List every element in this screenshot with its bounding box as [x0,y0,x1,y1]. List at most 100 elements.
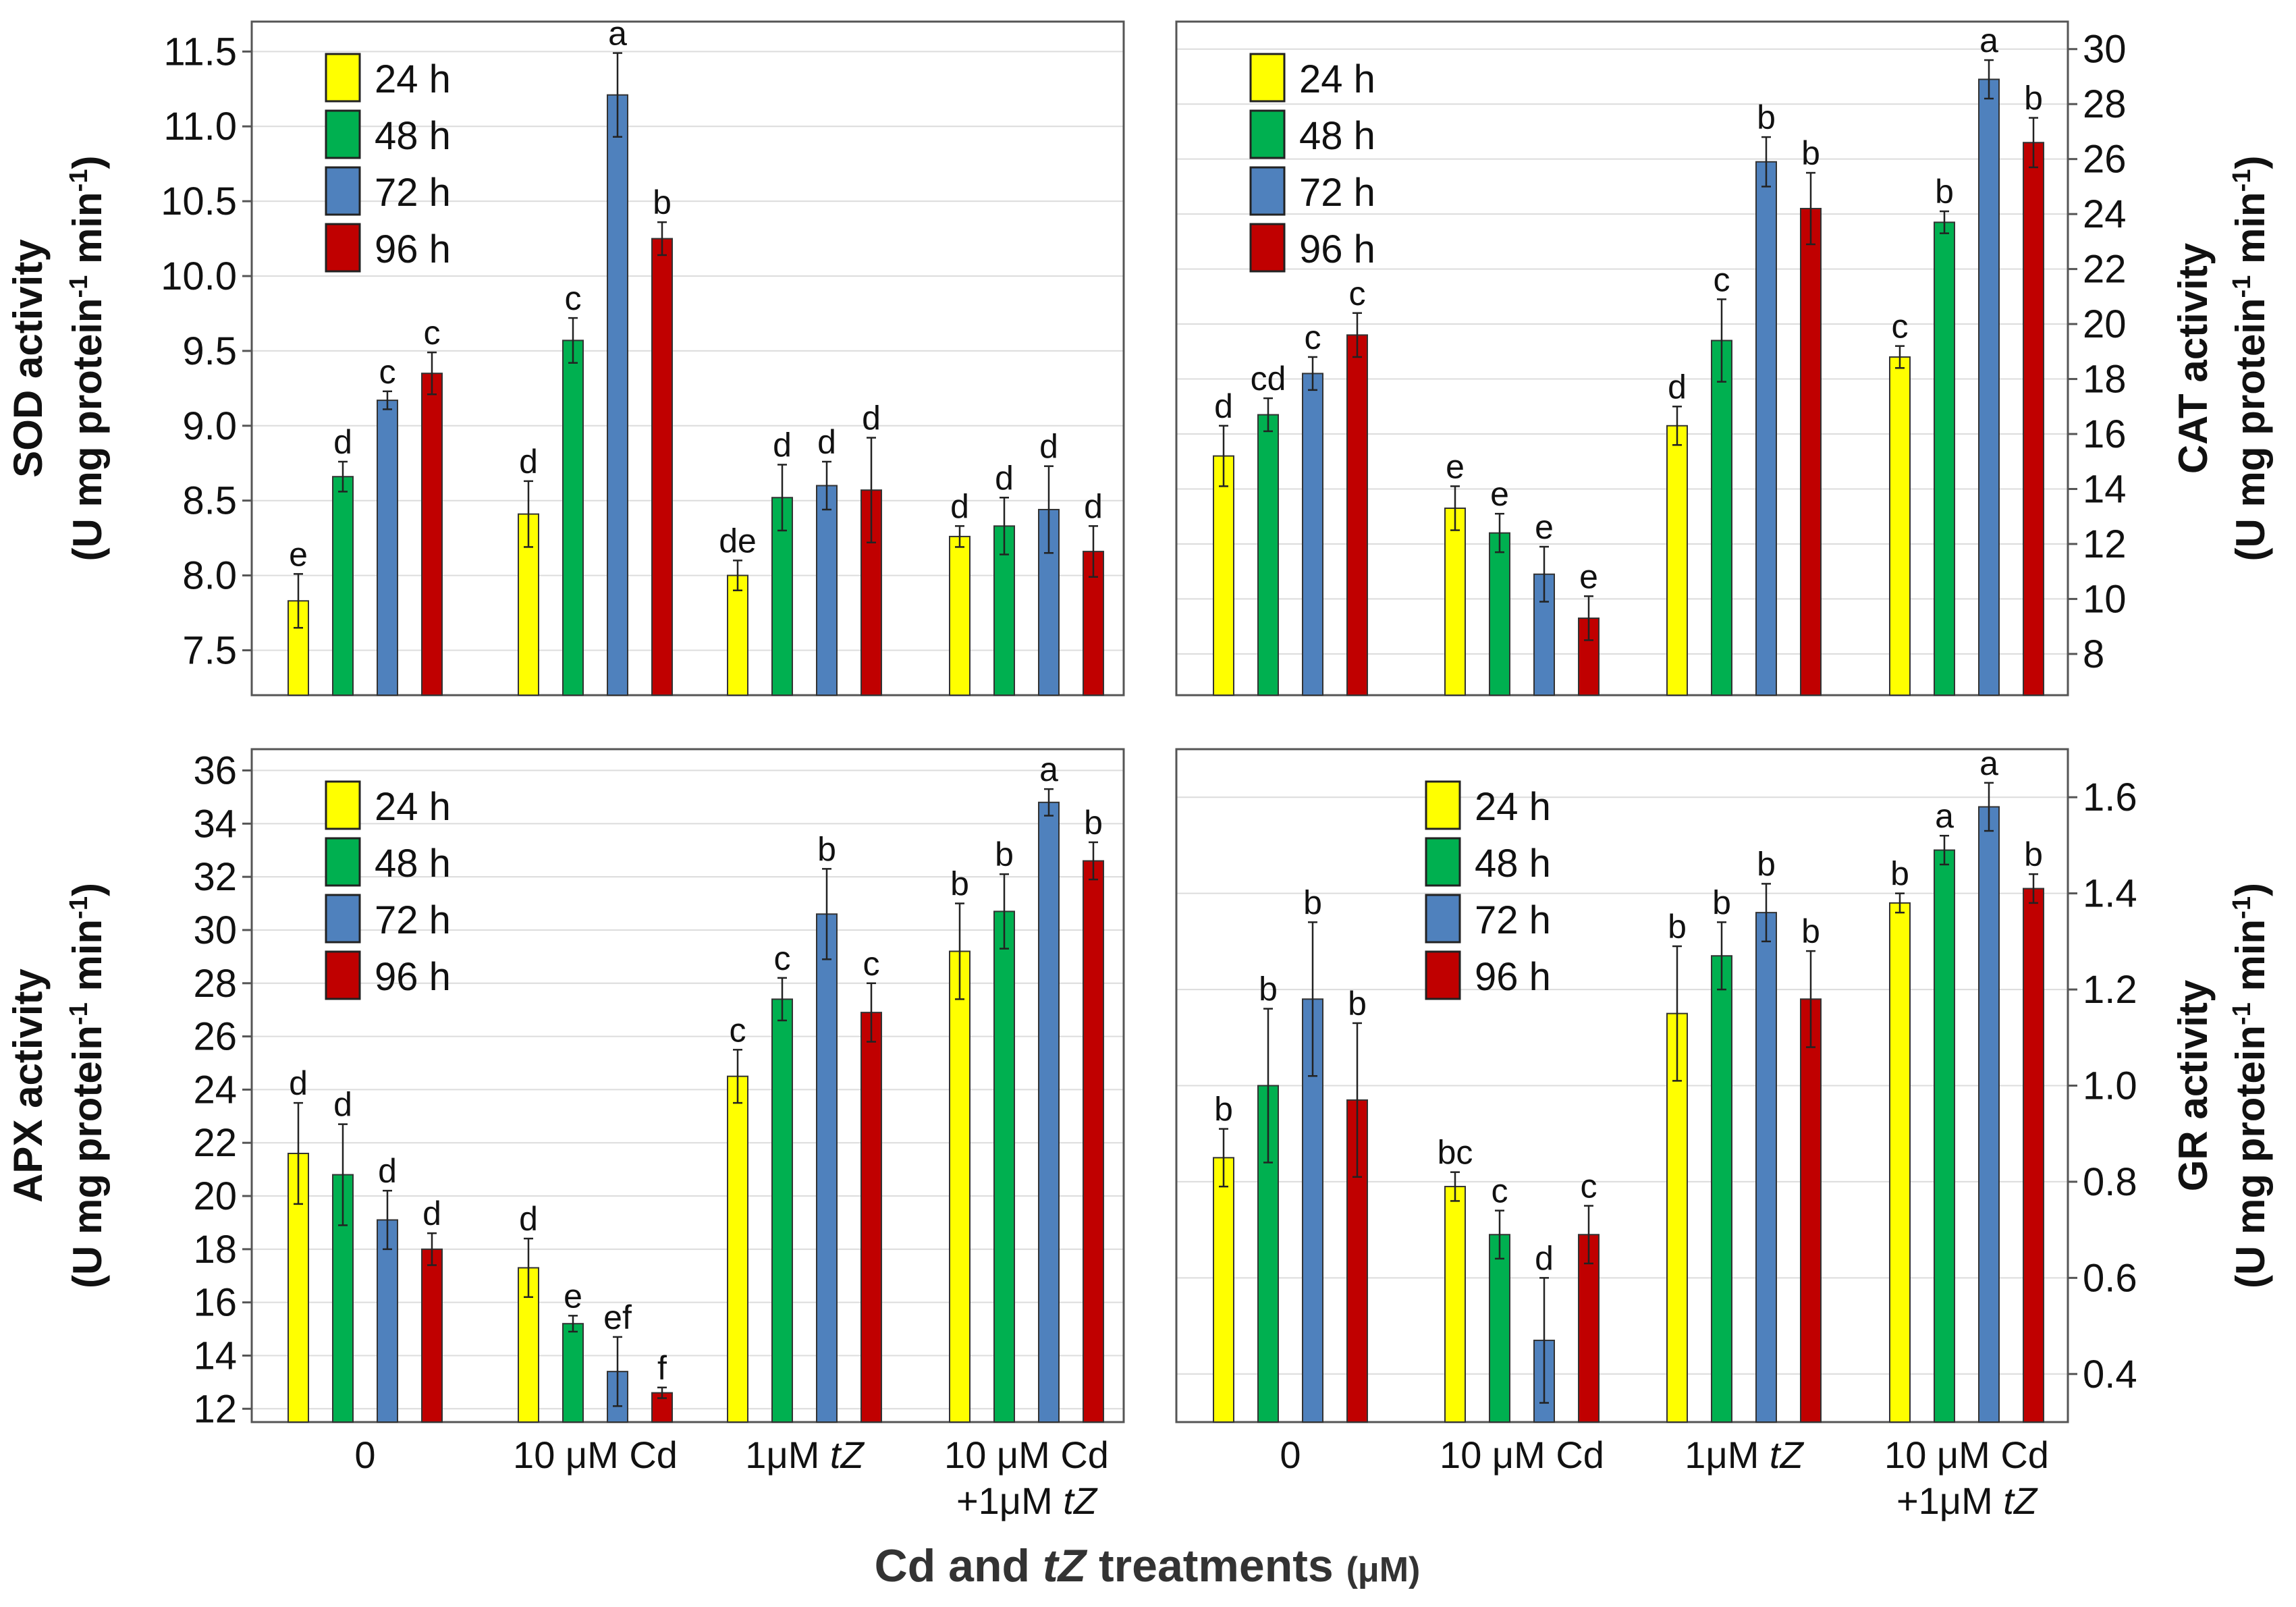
label-text: +1μM [956,1479,1063,1522]
legend-swatch [325,837,361,887]
y-tick-label: 14 [193,1334,237,1378]
significance-letter: de [719,522,757,560]
significance-letter: c [774,939,791,977]
bar [2023,888,2044,1423]
significance-letter: c [1892,308,1909,346]
bar [607,94,628,697]
y-axis-title-line1: APX activity [5,968,51,1202]
legend-swatch [1249,109,1286,159]
bar [1755,912,1777,1423]
y-tick-label: 11.5 [163,30,237,74]
y-tick-label: 1.0 [2083,1064,2137,1108]
category-label: 10 μM Cd [1440,1434,1604,1476]
y-tick-label: 8.0 [182,554,237,598]
y-tick-label: 22 [2083,248,2127,292]
bar [651,238,673,697]
significance-letter: e [1446,447,1465,485]
bar [1666,425,1688,696]
bar [1489,532,1510,696]
significance-letter: c [1305,319,1321,356]
y-axis-title-line1: SOD activity [5,239,51,478]
legend-swatch [325,166,361,216]
significance-letter: f [657,1349,667,1387]
bar [332,476,354,697]
legend-label: 24 h [1475,785,1551,829]
y-tick-label: 26 [2083,138,2127,182]
legend-label: 72 h [375,171,451,215]
significance-letter: d [378,1152,397,1190]
y-tick-label: 28 [193,962,237,1006]
x-category-labels-right: 0 10 μM Cd 1μM tZ 10 μM Cd+1μM tZ [1280,1434,2049,1522]
legend-swatch [1425,837,1461,887]
significance-letter: cd [1251,360,1286,398]
significance-letter: b [1668,908,1687,946]
label-text: 1μM [745,1434,830,1476]
bar [1346,334,1368,697]
significance-letter: b [653,184,672,221]
significance-letter: b [1348,985,1367,1023]
y-tick-label: 14 [2083,467,2127,511]
y-tick-label: 20 [2083,302,2127,346]
y-tick-label: 1.4 [2083,872,2137,916]
y-tick-label: 0.4 [2083,1353,2137,1396]
legend-swatch [1249,223,1286,273]
significance-letter: d [1535,1239,1554,1277]
legend-label: 96 h [1475,955,1551,999]
significance-letter: b [2024,80,2043,117]
title-text: min [65,919,110,1002]
bar [949,535,971,696]
y-tick-label: 24 [2083,192,2127,236]
bar [816,913,838,1423]
bar [1038,801,1060,1423]
significance-letter: c [379,353,396,391]
bar [860,1012,882,1423]
category-label: 10 μM Cd [1884,1434,2049,1476]
y-tick-label: 9.5 [182,329,237,373]
bar [1934,221,1955,696]
superscript: -1 [65,275,93,298]
legend-label: 72 h [375,898,451,942]
cat-panel: 81012141618202224262830dcdcceeeedcbbcbab… [1175,20,2273,697]
y-tick-label: 22 [193,1121,237,1165]
significance-letter: b [1214,1091,1233,1128]
bar [1978,806,2000,1423]
significance-letter: c [863,945,880,983]
legend-label: 72 h [1299,171,1375,215]
significance-letter: b [1259,971,1278,1008]
label-italic: tZ [1770,1434,1805,1476]
category-label: 0 [354,1434,375,1476]
bar [1889,356,1911,696]
significance-letter: d [333,423,352,461]
significance-letter: b [1801,913,1820,950]
significance-letter: c [565,279,582,317]
x-axis-title: Cd and tZ treatments (μM) [875,1540,1421,1591]
bar [771,998,793,1423]
legend-label: 96 h [375,227,451,271]
y-tick-label: 1.2 [2083,968,2137,1012]
y-tick-label: 0.8 [2083,1160,2137,1204]
title-text: (U mg protein [65,298,110,561]
bar [562,1323,584,1423]
y-tick-label: 24 [193,1068,237,1112]
y-tick-label: 1.6 [2083,775,2137,819]
y-tick-label: 7.5 [182,628,237,672]
significance-letter: d [1039,428,1058,466]
bar [993,910,1015,1423]
significance-letter: d [773,426,792,464]
significance-letter: d [995,459,1014,497]
y-tick-label: 12 [2083,522,2127,566]
bar [1302,373,1323,696]
significance-letter: d [289,1064,308,1102]
legend-label: 48 h [1475,842,1551,886]
title-text: ) [65,883,110,896]
legend-swatch [1425,950,1461,1000]
superscript: -1 [65,1002,93,1025]
y-tick-label: 12 [193,1387,237,1431]
legend-label: 48 h [375,842,451,886]
legend-swatch [1249,166,1286,216]
y-tick-label: 11.0 [163,105,237,148]
legend-label: 24 h [1299,57,1375,101]
significance-letter: e [1579,557,1598,595]
y-tick-label: 9.0 [182,404,237,448]
category-label: 10 μM Cd [944,1434,1109,1476]
